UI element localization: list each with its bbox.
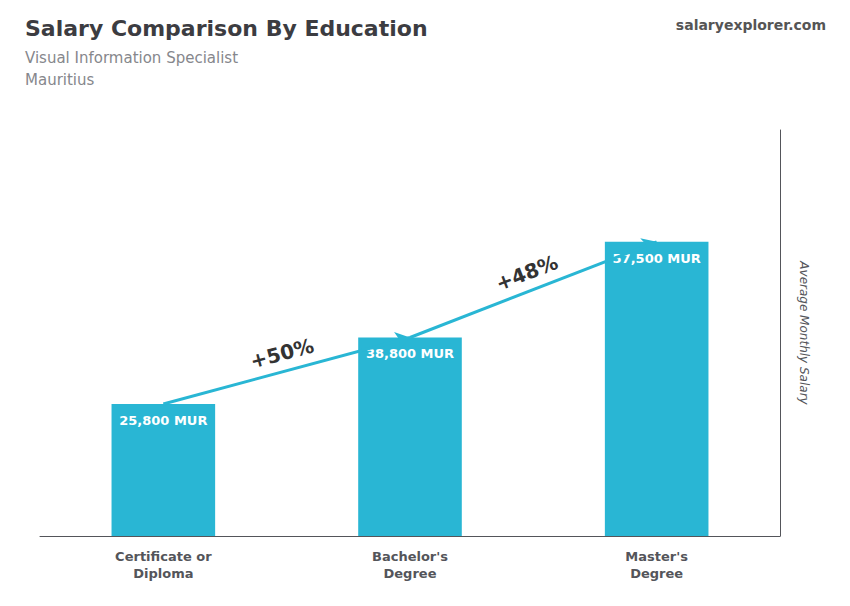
svg-text:Bachelor's: Bachelor's: [372, 549, 448, 564]
svg-text:+48%: +48%: [492, 250, 561, 296]
svg-text:Degree: Degree: [384, 566, 437, 581]
svg-text:Degree: Degree: [630, 566, 683, 581]
svg-text:Certificate or: Certificate or: [115, 549, 212, 564]
svg-text:Salary Comparison By Education: Salary Comparison By Education: [25, 16, 428, 41]
svg-text:Master's: Master's: [625, 549, 688, 564]
svg-text:+50%: +50%: [248, 333, 317, 373]
svg-text:57,500 MUR: 57,500 MUR: [612, 250, 701, 266]
svg-text:Visual Information Specialist: Visual Information Specialist: [25, 49, 238, 67]
svg-text:Mauritius: Mauritius: [25, 71, 95, 89]
svg-text:salaryexplorer.com: salaryexplorer.com: [676, 17, 826, 33]
svg-text:Average Monthly Salary: Average Monthly Salary: [797, 260, 811, 405]
svg-text:Diploma: Diploma: [133, 566, 193, 581]
svg-text:38,800 MUR: 38,800 MUR: [366, 346, 454, 361]
svg-text:25,800 MUR: 25,800 MUR: [119, 413, 207, 428]
